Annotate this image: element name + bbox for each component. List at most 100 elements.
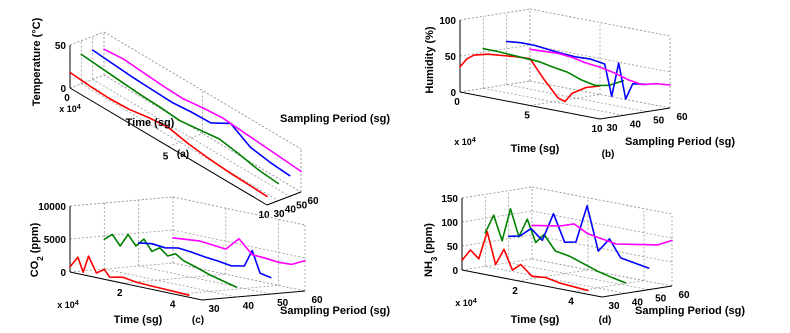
- y-axis: [201, 290, 306, 301]
- series-line-50: [505, 40, 648, 100]
- y-tick-label: 40: [630, 119, 642, 130]
- box-edge: [461, 186, 533, 199]
- box-edge: [69, 31, 105, 46]
- y-tick-label: 50: [277, 298, 289, 309]
- y-tick-label: 40: [285, 205, 297, 216]
- y-tick-label: 50: [655, 294, 667, 305]
- chart-panel-2: 0 5 10 30 40 50 60 0 50 100 Time (sg) Sampling Peri…: [424, 8, 735, 160]
- grid-line: [138, 265, 271, 295]
- y-tick-label: 50: [296, 200, 308, 211]
- z-tick-label: 50: [445, 52, 457, 63]
- y-tick-label: 60: [307, 196, 319, 207]
- series-line-30: [69, 71, 268, 198]
- chart-panel-4: 2 4 30 40 50 60 0 50 100 150 Time (sg) Sampling Per…: [423, 186, 745, 326]
- z-tick-label: 0: [60, 84, 66, 95]
- series-line-30: [69, 255, 190, 297]
- grid-line: [172, 229, 306, 259]
- grid-line: [529, 94, 601, 106]
- z-tick-label: 0: [60, 268, 66, 279]
- x-axis-title: Time (sg): [511, 143, 560, 155]
- grid-line: [69, 262, 174, 273]
- z-axis-title: NH3 (ppm): [423, 223, 439, 277]
- grid-line: [459, 80, 531, 93]
- panel-label: (d): [599, 315, 612, 326]
- grid-line: [69, 229, 174, 240]
- grid-line: [461, 210, 533, 223]
- y-tick-label: 50: [653, 116, 665, 127]
- y-tick-label: 30: [273, 209, 285, 220]
- y-tick-label: 60: [311, 295, 323, 306]
- series-line-60: [531, 223, 673, 246]
- x-tick-label: 2: [117, 288, 123, 299]
- series-line-60: [529, 48, 671, 86]
- z-tick-label: 10000: [38, 202, 66, 213]
- y-tick-label: 30: [608, 301, 620, 312]
- z-tick-label: 0: [450, 88, 456, 99]
- x-tick-label: 0: [454, 97, 460, 108]
- box-edge: [69, 196, 174, 207]
- z-tick-label: 100: [439, 16, 456, 27]
- z-tick-label: 50: [447, 242, 459, 253]
- x-tick-label: 10: [591, 124, 603, 135]
- grid-line: [168, 133, 203, 147]
- grid-line: [172, 262, 306, 292]
- x-axis-title: Time (sg): [511, 314, 560, 326]
- box-edge: [529, 8, 671, 37]
- y-axis-title: Sampling Period (sg): [635, 305, 745, 317]
- grid-line: [175, 285, 279, 295]
- z-tick-label: 100: [441, 218, 458, 229]
- grid-line: [122, 273, 226, 284]
- y-tick-label: 30: [208, 304, 220, 315]
- box-edge: [172, 196, 306, 226]
- series-line-40: [80, 53, 280, 185]
- x-tick-label: 5: [163, 152, 169, 163]
- x-axis: [69, 87, 268, 206]
- panel-label: (c): [192, 315, 204, 326]
- x-tick-label: 0: [64, 93, 70, 104]
- box-edge: [531, 186, 673, 215]
- grid-line: [69, 74, 105, 89]
- x-axis-title: Time (sg): [126, 117, 175, 129]
- x-tick-label: 4: [170, 299, 176, 310]
- z-tick-label: 50: [55, 41, 67, 52]
- panel-label: (a): [177, 149, 189, 160]
- grid-line: [69, 196, 174, 207]
- panel-label: (b): [602, 149, 615, 160]
- y-axis: [601, 285, 673, 298]
- y-tick-label: 40: [243, 301, 255, 312]
- y-axis-title: Sampling Period (sg): [625, 136, 735, 148]
- z-axis-title: CO2 (ppm): [29, 222, 45, 277]
- y-axis-title: Sampling Period (sg): [280, 113, 390, 125]
- grid-line: [104, 268, 237, 298]
- z-tick-label: 0: [452, 266, 458, 277]
- z-axis-title: Temperature (°C): [31, 17, 43, 106]
- x-tick-label: 4: [568, 297, 574, 308]
- series-line-40: [103, 233, 238, 288]
- box-edge: [459, 8, 531, 21]
- grid-line: [461, 234, 533, 247]
- series-line-60: [172, 237, 306, 266]
- series-line-30: [461, 230, 589, 292]
- x-axis-multiplier: x 104: [57, 300, 79, 311]
- y-tick-label: 30: [606, 123, 618, 134]
- x-axis: [69, 271, 203, 301]
- grid-line: [485, 265, 626, 294]
- x-axis-multiplier: x 104: [59, 104, 81, 115]
- y-axis: [599, 107, 671, 120]
- x-tick-label: 5: [524, 111, 530, 122]
- y-tick-label: 40: [632, 297, 644, 308]
- series-line-50: [507, 205, 650, 269]
- x-axis: [461, 269, 603, 298]
- x-axis-multiplier: x 104: [455, 298, 477, 309]
- series-line-40: [482, 47, 625, 87]
- x-axis-title: Time (sg): [114, 314, 163, 326]
- y-tick-label: 60: [678, 290, 690, 301]
- x-axis: [459, 91, 601, 120]
- x-tick-label: 10: [258, 210, 270, 221]
- grid-line: [508, 262, 649, 291]
- y-axis: [266, 191, 302, 206]
- z-axis-title: Humidity (%): [424, 26, 436, 94]
